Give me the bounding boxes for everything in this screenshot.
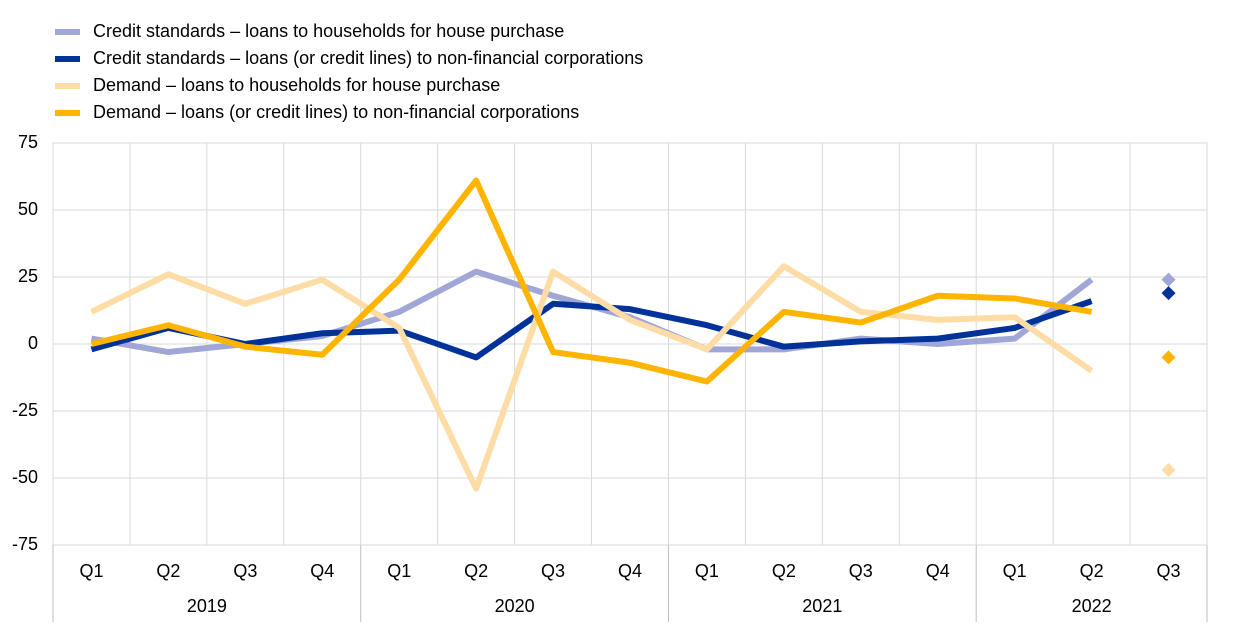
x-tick-label: Q2: [464, 561, 488, 581]
x-tick-label: Q3: [849, 561, 873, 581]
x-group-label: 2021: [802, 596, 842, 616]
x-tick-label: Q4: [926, 561, 950, 581]
x-tick-label: Q1: [695, 561, 719, 581]
x-tick-label: Q3: [541, 561, 565, 581]
y-tick-label: 75: [18, 132, 38, 152]
x-tick-label: Q1: [387, 561, 411, 581]
x-group-label: 2020: [495, 596, 535, 616]
y-tick-label: -75: [12, 534, 38, 554]
x-group-label: 2022: [1072, 596, 1112, 616]
series-line: [90, 263, 1094, 492]
legend-label: Credit standards – loans to households f…: [93, 21, 564, 41]
y-tick-label: 25: [18, 266, 38, 286]
x-tick-label: Q3: [233, 561, 257, 581]
x-group-label: 2019: [187, 596, 227, 616]
y-tick-label: -50: [12, 467, 38, 487]
expectation-marker: [1161, 286, 1176, 301]
x-tick-label: Q2: [156, 561, 180, 581]
expectation-marker: [1161, 462, 1176, 477]
x-tick-label: Q2: [1080, 561, 1104, 581]
x-tick-label: Q3: [1157, 561, 1181, 581]
series-line: [90, 177, 1093, 385]
x-tick-label: Q4: [310, 561, 334, 581]
expectation-marker: [1161, 272, 1176, 287]
expectation-marker: [1161, 350, 1176, 365]
y-tick-label: -25: [12, 400, 38, 420]
y-tick-label: 50: [18, 199, 38, 219]
series-line: [90, 298, 1093, 361]
x-tick-label: Q4: [618, 561, 642, 581]
legend-label: Credit standards – loans (or credit line…: [93, 48, 643, 68]
y-tick-label: 0: [28, 333, 38, 353]
legend-label: Demand – loans to households for house p…: [93, 75, 500, 95]
x-tick-label: Q1: [79, 561, 103, 581]
legend-label: Demand – loans (or credit lines) to non-…: [93, 102, 579, 122]
x-tick-label: Q2: [772, 561, 796, 581]
x-tick-label: Q1: [1003, 561, 1027, 581]
